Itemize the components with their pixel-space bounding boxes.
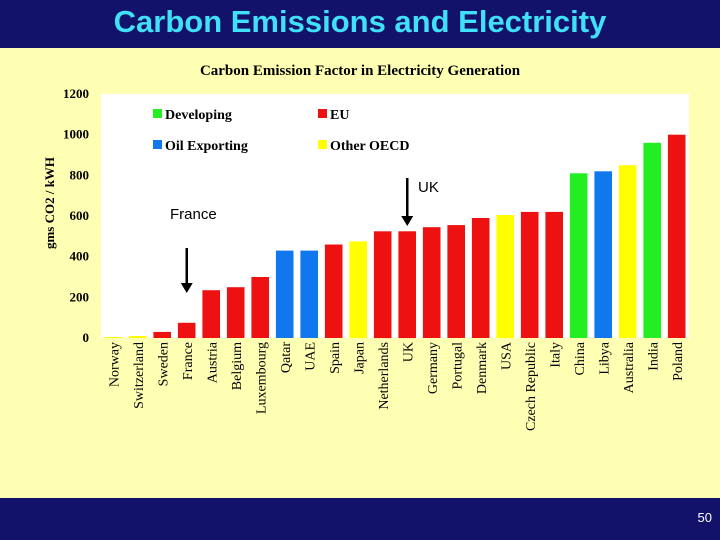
bar-uae <box>300 250 318 338</box>
chart-title: Carbon Emission Factor in Electricity Ge… <box>200 63 521 79</box>
y-tick-200: 200 <box>70 289 90 304</box>
legend-label-oil: Oil Exporting <box>165 139 248 154</box>
bar-denmark <box>471 218 490 338</box>
bar-belgium <box>226 287 245 338</box>
emission-chart: Carbon Emission Factor in Electricity Ge… <box>42 63 689 431</box>
bar-norway <box>104 337 122 338</box>
bar-india <box>643 142 661 338</box>
y-tick-400: 400 <box>70 249 90 264</box>
legend-label-oecd: Other OECD <box>330 139 409 154</box>
y-tick-1200: 1200 <box>63 86 89 101</box>
category-label-belgium: Belgium <box>230 342 245 390</box>
y-tick-1000: 1000 <box>63 127 89 142</box>
legend: Developing EU Oil Exporting Other OECD <box>153 108 409 154</box>
slide-title: Carbon Emissions and Electricity <box>113 4 607 39</box>
category-label-poland: Poland <box>671 342 686 381</box>
category-label-qatar: Qatar <box>279 342 294 373</box>
y-axis-label: gms CO2 / kWH <box>42 157 57 249</box>
legend-swatch-oil <box>153 140 162 149</box>
category-label-switzerland: Switzerland <box>132 342 147 409</box>
category-label-australia: Australia <box>622 341 637 393</box>
legend-swatch-eu <box>318 109 327 118</box>
category-label-luxembourg: Luxembourg <box>254 342 269 414</box>
bar-japan <box>349 241 367 338</box>
y-axis-ticks: 0 200 400 600 800 1000 1200 <box>63 86 89 345</box>
bar-usa <box>496 215 514 338</box>
category-label-netherlands: Netherlands <box>377 342 392 410</box>
bar-portugal <box>447 225 465 338</box>
bar-china <box>569 173 588 338</box>
category-label-china: China <box>573 341 588 375</box>
bar-czech-republic <box>520 211 539 338</box>
y-tick-0: 0 <box>83 330 90 345</box>
category-labels: Norway Switzerland Sweden France Austria Belg… <box>107 341 686 431</box>
bar-germany <box>422 227 441 338</box>
category-label-norway: Norway <box>107 342 122 387</box>
annotation-arrowhead-france <box>180 283 193 293</box>
annotation-france: France <box>170 206 217 223</box>
category-label-austria: Austria <box>205 341 220 383</box>
category-label-uae: UAE <box>303 342 318 371</box>
category-label-france: France <box>181 342 196 380</box>
plot-area <box>101 94 689 338</box>
bar-sweden <box>153 331 171 338</box>
footer-bar <box>0 498 720 540</box>
bar-qatar <box>275 250 294 338</box>
bar-italy <box>545 211 563 338</box>
title-bar <box>0 0 720 48</box>
bar-luxembourg <box>251 277 269 338</box>
bar-uk <box>398 231 416 339</box>
category-label-japan: Japan <box>352 342 367 374</box>
y-tick-800: 800 <box>70 167 90 182</box>
category-label-sweden: Sweden <box>156 342 171 386</box>
category-label-usa: USA <box>499 341 514 370</box>
bar-spain <box>324 244 343 338</box>
category-label-india: India <box>646 341 661 371</box>
legend-label-developing: Developing <box>165 108 232 123</box>
bar-france <box>177 322 196 339</box>
bar-austria <box>202 290 220 338</box>
legend-swatch-oecd <box>318 140 327 149</box>
legend-swatch-developing <box>153 109 162 118</box>
bar-australia <box>618 165 637 338</box>
category-label-spain: Spain <box>328 342 343 374</box>
category-label-uk: UK <box>401 342 416 362</box>
bar-switzerland <box>128 336 147 338</box>
bar-netherlands <box>373 231 392 339</box>
bars <box>104 134 686 339</box>
annotation-arrowhead-uk <box>401 216 414 226</box>
category-label-portugal: Portugal <box>450 342 465 390</box>
page-number: 50 <box>697 510 712 525</box>
annotations: France UK <box>170 178 439 293</box>
category-label-germany: Germany <box>426 342 441 394</box>
category-label-libya: Libya <box>597 341 612 374</box>
bar-libya <box>594 171 612 338</box>
category-label-denmark: Denmark <box>475 342 490 394</box>
annotation-uk: UK <box>418 179 439 196</box>
category-label-italy: Italy <box>548 342 563 368</box>
legend-label-eu: EU <box>330 108 349 123</box>
bar-poland <box>667 134 686 338</box>
category-label-czech-republic: Czech Republic <box>524 342 539 431</box>
y-tick-600: 600 <box>70 208 90 223</box>
